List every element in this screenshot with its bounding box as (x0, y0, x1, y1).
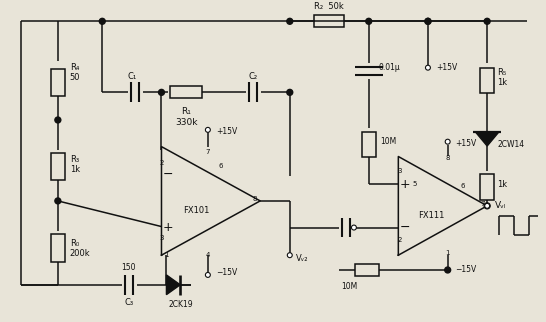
Text: 10M: 10M (381, 137, 397, 146)
Text: 2: 2 (159, 160, 164, 166)
Text: C₂: C₂ (248, 71, 258, 80)
Circle shape (55, 198, 61, 204)
Text: R₄
50: R₄ 50 (70, 63, 80, 82)
Circle shape (425, 18, 431, 24)
Circle shape (445, 139, 450, 144)
Bar (355, 264, 378, 276)
Circle shape (484, 203, 490, 209)
Text: +: + (400, 178, 411, 191)
Circle shape (425, 65, 430, 70)
Text: FX101: FX101 (183, 206, 209, 215)
Circle shape (287, 18, 293, 24)
Circle shape (205, 128, 210, 132)
Text: +15V: +15V (216, 127, 237, 136)
Text: R₁
330k: R₁ 330k (175, 107, 198, 127)
Text: 0.01μ: 0.01μ (378, 63, 400, 72)
Text: −15V: −15V (216, 269, 237, 278)
Circle shape (444, 267, 450, 273)
Text: 2CK19: 2CK19 (168, 299, 193, 308)
Text: 6: 6 (218, 163, 223, 169)
Circle shape (158, 90, 164, 95)
Text: R₀
200k: R₀ 200k (70, 239, 90, 258)
Circle shape (485, 204, 490, 208)
Text: 8: 8 (446, 156, 450, 161)
Bar (480, 174, 494, 200)
Text: 3: 3 (397, 168, 401, 174)
Text: 10M: 10M (341, 282, 357, 291)
Text: 1k: 1k (497, 180, 507, 189)
Text: 150: 150 (122, 263, 136, 272)
Circle shape (99, 18, 105, 24)
Bar (314, 15, 344, 27)
Text: +15V: +15V (455, 139, 477, 148)
Text: 7: 7 (206, 148, 210, 155)
Text: 1: 1 (446, 250, 450, 256)
Text: 6: 6 (460, 183, 465, 189)
Circle shape (205, 272, 210, 277)
Text: 2CW14: 2CW14 (497, 140, 524, 149)
Text: +15V: +15V (436, 63, 457, 72)
Text: R₅
1k: R₅ 1k (497, 68, 507, 87)
Circle shape (287, 253, 292, 258)
Text: 8: 8 (253, 196, 258, 202)
Bar (51, 153, 65, 180)
Text: R₃
1k: R₃ 1k (70, 155, 80, 174)
Text: 1: 1 (164, 252, 169, 258)
Circle shape (352, 225, 357, 230)
Text: R₂  50k: R₂ 50k (314, 3, 344, 11)
Circle shape (484, 18, 490, 24)
Text: 3: 3 (159, 235, 164, 242)
Text: +: + (163, 221, 174, 234)
Circle shape (366, 18, 372, 24)
Polygon shape (167, 275, 180, 295)
Text: FX111: FX111 (418, 211, 444, 220)
Text: 7: 7 (480, 201, 484, 207)
Polygon shape (476, 132, 499, 146)
Text: 4: 4 (206, 252, 210, 258)
Text: 2: 2 (397, 237, 401, 243)
Text: Vᵥₗ: Vᵥₗ (495, 201, 507, 210)
Bar (480, 68, 494, 93)
Text: Vᵥ₂: Vᵥ₂ (296, 254, 308, 263)
Bar (51, 234, 65, 262)
Bar (51, 69, 65, 96)
Text: 5: 5 (413, 181, 417, 187)
Text: C₁: C₁ (127, 71, 136, 80)
Text: −: − (400, 221, 411, 234)
Circle shape (287, 90, 293, 95)
Circle shape (425, 18, 431, 24)
Bar (362, 132, 376, 157)
Text: −15V: −15V (455, 265, 477, 274)
Circle shape (55, 117, 61, 123)
Bar (170, 86, 202, 98)
Text: −: − (163, 168, 174, 181)
Text: C₃: C₃ (124, 298, 133, 307)
